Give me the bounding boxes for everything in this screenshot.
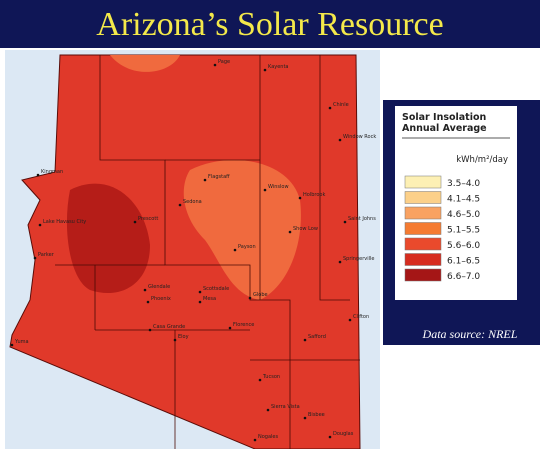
legend-title: Solar Insolation [402, 112, 486, 123]
city-label: Chinle [333, 102, 349, 108]
city-marker [233, 248, 237, 252]
data-source: Data source: NREL [422, 327, 518, 341]
city-label: Glendale [148, 284, 170, 290]
city-marker [133, 220, 137, 224]
city-marker [253, 438, 257, 442]
city-marker [303, 416, 307, 420]
city-label: Scottsdale [203, 286, 229, 292]
legend-swatch [404, 175, 442, 189]
city-label: Kayenta [268, 64, 288, 70]
city-label: Window Rock [343, 134, 376, 140]
city-label: Globe [253, 292, 268, 298]
legend-label: 4.1–4.5 [447, 195, 480, 205]
city-marker [263, 68, 267, 72]
legend-swatch [404, 237, 442, 251]
city-label: Payson [238, 244, 256, 250]
city-label: Mesa [203, 296, 216, 302]
city-marker [203, 178, 207, 182]
city-marker [198, 300, 202, 304]
legend-unit: kWh/m²/day [456, 155, 508, 165]
city-label: Kingman [41, 169, 63, 175]
legend-swatch [404, 206, 442, 220]
legend-label: 5.1–5.5 [447, 226, 480, 236]
city-label: Phoenix [151, 296, 171, 302]
city-label: Winslow [268, 184, 289, 190]
city-label: Sedona [183, 199, 202, 205]
city-label: Flagstaff [208, 174, 230, 180]
legend-swatch [404, 191, 442, 204]
city-marker [338, 138, 342, 142]
legend-title: Annual Average [402, 123, 487, 134]
city-marker [303, 338, 307, 342]
county-lines [55, 55, 360, 449]
city-label: Yuma [14, 339, 29, 345]
legend-swatch [404, 253, 442, 266]
city-marker [38, 223, 42, 227]
city-label: Prescott [138, 216, 158, 222]
city-label: Casa Grande [153, 324, 185, 330]
legend-label: 4.6–5.0 [447, 210, 480, 220]
city-marker [288, 230, 292, 234]
city-marker [148, 328, 152, 332]
city-marker [328, 435, 332, 439]
city-label: Saint Johns [348, 216, 376, 222]
city-label: Nogales [258, 434, 279, 440]
title: Arizona’s Solar Resource [96, 6, 443, 43]
legend-label: 6.1–6.5 [447, 257, 480, 267]
city-label: Bisbee [308, 412, 325, 418]
city-label: Eloy [178, 334, 189, 340]
city-marker [213, 63, 217, 67]
city-label: Show Low [293, 226, 318, 232]
city-label: Safford [308, 334, 326, 340]
city-label: Parker [38, 252, 55, 258]
city-marker [348, 318, 352, 322]
city-marker [173, 338, 177, 342]
city-marker [258, 378, 262, 382]
legend-label: 5.6–6.0 [447, 241, 480, 251]
title-band [0, 0, 540, 48]
city-marker [146, 300, 150, 304]
moderate-insolation-zone [110, 55, 180, 72]
city-marker [266, 408, 270, 412]
city-label: Springerville [343, 256, 374, 262]
moderate-insolation-zone [183, 160, 301, 300]
city-marker [36, 173, 40, 177]
city-label: Florence [233, 322, 254, 328]
city-marker [338, 260, 342, 264]
city-marker [143, 288, 147, 292]
city-label: Douglas [333, 431, 354, 437]
high-insolation-zone [66, 183, 150, 293]
city-marker [298, 196, 302, 200]
legend-swatch [404, 222, 442, 235]
city-marker [248, 296, 252, 300]
city-label: Page [218, 59, 230, 65]
city-marker [328, 106, 332, 110]
city-marker [198, 290, 202, 294]
city-marker [228, 326, 232, 330]
legend-label: 6.6–7.0 [447, 272, 480, 282]
legend-swatch [404, 268, 442, 282]
city-label: Lake Havasu City [43, 219, 86, 225]
city-marker [178, 203, 182, 207]
city-marker [343, 220, 347, 224]
city-label: Tucson [262, 374, 280, 380]
city-label: Holbrook [303, 192, 325, 198]
city-label: Clifton [353, 314, 369, 320]
city-label: Sierra Vista [271, 404, 300, 410]
city-marker [263, 188, 267, 192]
city-marker [10, 343, 14, 347]
legend-label: 3.5–4.0 [447, 179, 480, 189]
city-marker [33, 256, 37, 260]
